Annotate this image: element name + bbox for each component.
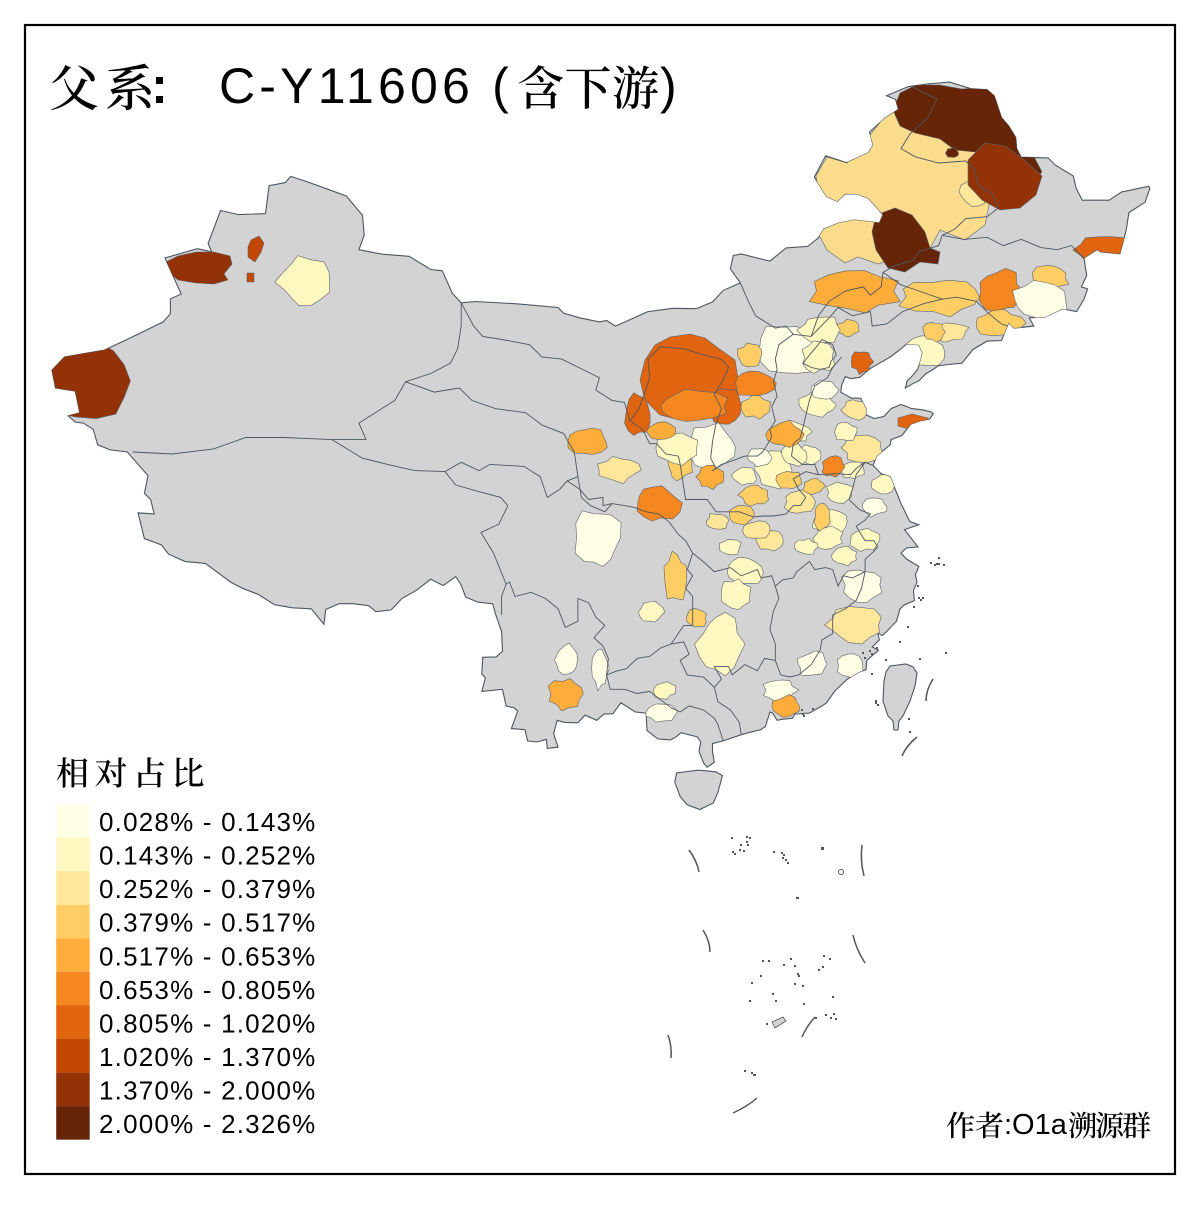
svg-text:0.252% - 0.379%: 0.252% - 0.379% [99,874,316,904]
svg-text:C-Y11606 (: C-Y11606 ( [219,58,513,114]
svg-text:0.805% - 1.020%: 0.805% - 1.020% [99,1008,316,1038]
svg-text:1.370% - 2.000%: 1.370% - 2.000% [99,1076,316,1106]
svg-text:0.653% - 0.805%: 0.653% - 0.805% [99,975,316,1005]
svg-text::O1a: :O1a [1004,1109,1068,1141]
svg-text:): ) [660,58,677,114]
svg-text:0.143% - 0.252%: 0.143% - 0.252% [99,841,316,871]
svg-text:1.020% - 1.370%: 1.020% - 1.370% [99,1042,316,1072]
svg-text:0.517% - 0.653%: 0.517% - 0.653% [99,941,316,971]
svg-text:0.028% - 0.143%: 0.028% - 0.143% [99,807,316,837]
svg-text:0.379% - 0.517%: 0.379% - 0.517% [99,908,316,938]
svg-text:2.000% - 2.326%: 2.000% - 2.326% [99,1109,316,1139]
